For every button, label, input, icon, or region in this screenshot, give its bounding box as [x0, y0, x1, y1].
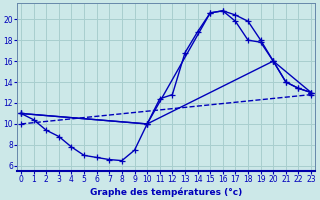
X-axis label: Graphe des températures (°c): Graphe des températures (°c) — [90, 187, 242, 197]
